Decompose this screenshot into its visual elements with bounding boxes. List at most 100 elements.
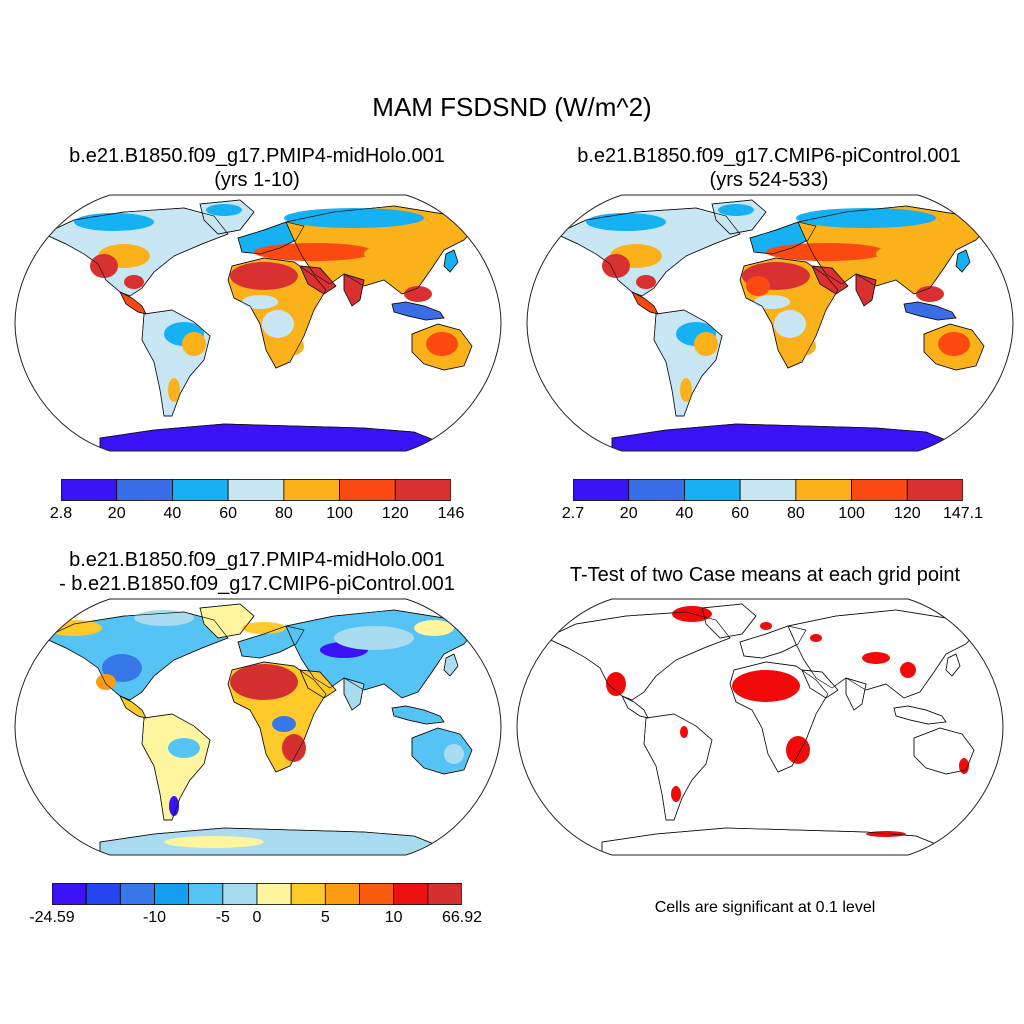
field-patch (959, 758, 969, 774)
coastline-northAmerica (545, 611, 731, 701)
coastline-india (343, 273, 365, 307)
coastline-greenland (199, 199, 255, 235)
coastline-southAmerica (653, 309, 723, 417)
panel-title-line1: T-Test of two Case means at each grid po… (569, 564, 961, 586)
field-patch (282, 734, 306, 762)
coastline-arabia (801, 669, 839, 699)
colorbar-tick-label: 100 (326, 505, 353, 522)
map-frame (14, 598, 502, 856)
field-patch (74, 213, 154, 231)
colorbar-tick-label: 40 (163, 505, 182, 522)
coastline-antarctica (99, 423, 439, 451)
coastline-antarctica (611, 423, 951, 451)
field-patch (96, 674, 116, 690)
map-content (43, 603, 477, 855)
coastline-india (855, 273, 877, 307)
panel-title-bottom-right: T-Test of two Case means at each grid po… (510, 563, 1020, 587)
panel-title-top-left: b.e21.B1850.f09_g17.PMIP4-midHolo.001 (y… (22, 144, 492, 192)
field-patch (876, 244, 936, 264)
panel-title-bottom-left: b.e21.B1850.f09_g17.PMIP4-midHolo.001 - … (22, 548, 492, 596)
map-frame (526, 194, 1014, 452)
colorbar-box (906, 479, 963, 501)
coastline-australia (411, 727, 473, 775)
field-patch (694, 332, 718, 356)
colorbar-tick-label: 66.92 (441, 909, 483, 926)
field-patch (938, 332, 970, 356)
coastline-europe (237, 221, 305, 255)
field-patch (90, 254, 118, 278)
colorbar-tick-label: 80 (786, 505, 805, 522)
field-patch (284, 208, 424, 228)
coastline-greenland (199, 603, 255, 639)
field-patch (182, 332, 206, 356)
colorbar-box (795, 479, 852, 501)
colorbar-box (222, 883, 258, 905)
coastline-southAmerica (141, 713, 211, 821)
field-patch (230, 262, 298, 290)
landmass-japan (945, 653, 961, 677)
field-patch (900, 662, 916, 678)
field-patch (754, 295, 790, 309)
panel-title-line2: (yrs 1-10) (214, 169, 300, 191)
colorbar-box (119, 883, 155, 905)
coastline-asia (797, 205, 989, 295)
field-patch (774, 310, 806, 338)
field-patch (124, 275, 144, 289)
coastline-japan (955, 249, 971, 273)
coastline-europe (739, 625, 807, 659)
colorbar-top-right: 2.7 20 40 60 80 100 120 147.1 (562, 479, 983, 524)
landmass-centralAmerica (621, 695, 649, 719)
colorbar-tick-label: -24.59 (29, 909, 75, 926)
colorbar-box (339, 479, 396, 501)
colorbar-tick-label: 147.1 (942, 505, 984, 522)
colorbar-tick-label: 146 (437, 505, 465, 522)
field-patch (718, 204, 754, 216)
colorbar-tick-label: 80 (274, 505, 293, 522)
field-patch (230, 664, 298, 700)
field-patch (672, 606, 712, 622)
field-patch (636, 275, 656, 289)
landmass-centralAmerica (119, 695, 147, 719)
field-patch (866, 831, 906, 837)
colorbar-top-left: 2.8 20 40 60 80 100 120 146 (50, 479, 464, 524)
panel-title-line2: - b.e21.B1850.f09_g17.CMIP6-piControl.00… (59, 573, 455, 595)
coastline-antarctica (99, 827, 439, 855)
coastline-northAmerica (43, 611, 229, 701)
field-patch (262, 310, 294, 338)
colorbar-swatches (61, 479, 451, 501)
map-content (43, 199, 477, 451)
field-patch (168, 378, 180, 402)
colorbar-box (52, 883, 87, 905)
field-patch (788, 336, 816, 356)
colorbar-box (359, 883, 395, 905)
colorbar-tick-label: -10 (142, 909, 167, 926)
field-patch (169, 796, 179, 816)
coastline-southAmerica (141, 309, 211, 417)
map-bottom-right (516, 598, 1004, 856)
colorbar-box (324, 883, 360, 905)
coastline-india (845, 677, 867, 711)
field-patch (414, 620, 454, 636)
landmass-centralAmerica (631, 291, 659, 315)
colorbar-box (427, 883, 462, 905)
colorbar-box (394, 479, 451, 501)
colorbar-box (393, 883, 429, 905)
coastline-northAmerica (555, 207, 741, 297)
colorbar-box (227, 479, 285, 501)
panel-title-line2: (yrs 524-533) (709, 169, 829, 191)
coastline-asia (787, 609, 979, 699)
colorbar-box (283, 479, 340, 501)
field-patch (606, 672, 626, 696)
map-content (555, 199, 989, 451)
field-patch (766, 243, 886, 261)
colorbar-tick-label: 60 (219, 505, 238, 522)
coastline-indonesia (903, 301, 957, 321)
colorbar-box (116, 479, 173, 501)
field-patch (732, 670, 800, 702)
colorbar-box (628, 479, 685, 501)
landmass-antarctica (99, 423, 439, 451)
colorbar-swatches (573, 479, 963, 501)
landmass-antarctica (99, 827, 439, 855)
coastline-northAmerica (43, 207, 229, 297)
field-patch (760, 622, 772, 630)
